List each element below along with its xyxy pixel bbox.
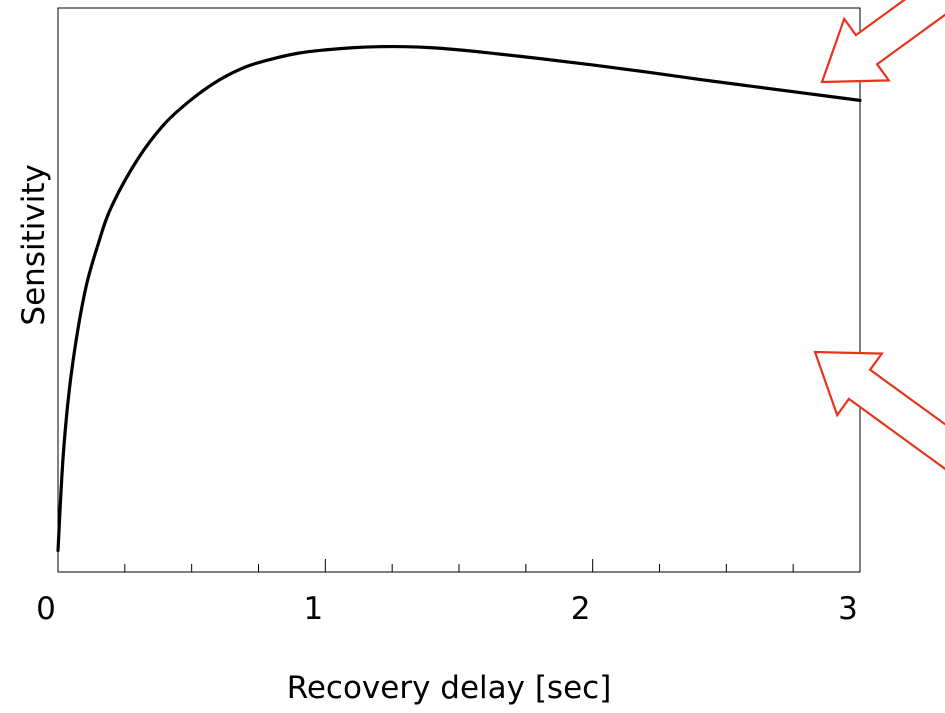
x-axis-label: Recovery delay [sec] [287,670,612,706]
y-axis-label: Sensitivity [16,164,52,325]
x-tick-label: 3 [838,591,858,627]
lower-arrow [813,350,945,471]
series-line-0 [56,44,862,553]
upper-arrow [820,0,945,84]
x-tick-label: 1 [303,591,323,627]
plot-frame [57,7,861,573]
x-tick-label: 2 [571,591,591,627]
x-tick-label: 0 [36,591,56,627]
